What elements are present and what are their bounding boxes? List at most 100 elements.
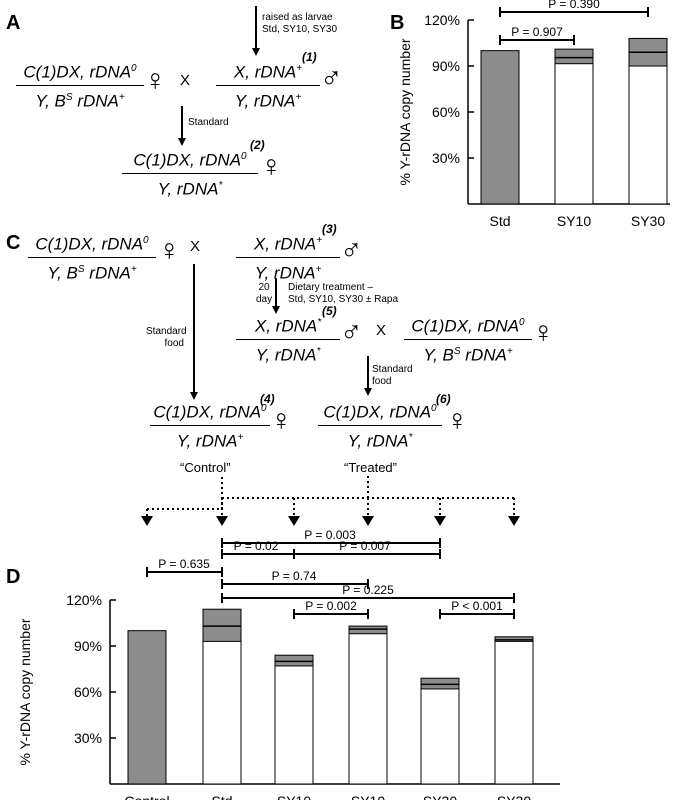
genotype-c-female-parent: C(1)DX, rDNA0 Y, BS rDNA+	[28, 230, 156, 284]
comparison-p-value: P = 0.225	[342, 583, 394, 597]
error-band	[202, 608, 242, 642]
error-band	[274, 654, 314, 667]
x-tick-label: SY30	[423, 793, 457, 800]
y-axis-label: % Y-rDNA copy number	[17, 618, 33, 765]
dotted-arrowhead	[288, 516, 300, 526]
cross-symbol: X	[190, 238, 201, 255]
y-tick-label: 30%	[74, 730, 102, 746]
x-tick-label: Std	[211, 793, 232, 800]
y-axis-label: % Y-rDNA copy number	[397, 38, 413, 185]
genotype-index: (1)	[302, 50, 317, 64]
y-tick-label: 60%	[74, 684, 102, 700]
genotype-denominator: Y, rDNA*	[347, 431, 413, 451]
dotted-arrowhead	[434, 516, 446, 526]
genotype-index: (3)	[322, 222, 337, 236]
genotype-a-male-parent: X, rDNA+ Y, rDNA+	[216, 58, 320, 112]
genotype-numerator: C(1)DX, rDNA0	[323, 402, 437, 422]
male-symbol-icon: ♂	[320, 62, 343, 95]
genotype-denominator: Y, BS rDNA+	[47, 263, 137, 283]
genotype-a-offspring: C(1)DX, rDNA0 Y, rDNA*	[122, 146, 258, 200]
female-symbol-icon: ♀	[158, 234, 181, 267]
comparison-p-value: P = 0.002	[305, 599, 357, 613]
genotype-numerator: C(1)DX, rDNA0	[153, 402, 267, 422]
diet-days-label: 20 day	[256, 282, 273, 305]
y-tick-label: 90%	[432, 58, 460, 74]
cross-arrow-label: Standard	[188, 117, 229, 128]
x-tick-label: SY10	[351, 793, 385, 800]
genotype-c-treated-offspring: C(1)DX, rDNA0 Y, rDNA*	[318, 398, 442, 452]
dotted-arrowhead	[508, 516, 520, 526]
genotype-a-female-parent: C(1)DX, rDNA0 Y, BS rDNA+	[16, 58, 144, 112]
panel-label-a: A	[6, 12, 21, 34]
comparison-p-value: P = 0.907	[511, 25, 563, 39]
female-symbol-icon: ♀	[446, 404, 469, 437]
genotype-divider	[404, 338, 532, 340]
genotype-index: (5)	[322, 304, 337, 318]
genotype-divider	[28, 256, 156, 258]
comparison-p-value: P = 0.635	[158, 557, 210, 571]
x-tick-label: Std	[489, 213, 510, 228]
panel-label-b: B	[390, 12, 405, 34]
genotype-divider	[318, 424, 442, 426]
genotype-denominator: Y, BS rDNA+	[35, 91, 125, 111]
flow-arrows	[141, 6, 520, 526]
genotype-divider	[122, 172, 258, 174]
genotype-denominator: Y, rDNA*	[157, 179, 223, 199]
genotype-numerator: C(1)DX, rDNA0	[23, 62, 137, 82]
x-tick-label: SY30	[497, 793, 531, 800]
bar	[494, 639, 534, 785]
genotype-denominator: Y, rDNA*	[255, 345, 321, 365]
bar	[127, 630, 167, 785]
treated-food-label: Standard food	[372, 364, 413, 387]
genotype-divider	[150, 424, 270, 426]
bar	[202, 625, 242, 785]
genotype-index: (4)	[260, 392, 275, 406]
genotype-divider	[236, 256, 340, 258]
genotype-denominator: Y, rDNA+	[254, 263, 322, 283]
genotype-c-male-parent: X, rDNA+ Y, rDNA+	[236, 230, 340, 284]
comparison-p-value: P = 0.02	[234, 539, 279, 553]
genotype-numerator: C(1)DX, rDNA0	[411, 316, 525, 336]
error-band	[420, 677, 460, 690]
cross-symbol: X	[180, 72, 191, 89]
control-food-label: Standard food	[146, 326, 187, 349]
male-symbol-icon: ♂	[340, 316, 363, 349]
x-tick-label: SY10	[277, 793, 311, 800]
x-tick-label: Control	[124, 793, 169, 800]
bar	[554, 57, 594, 205]
genotype-numerator: C(1)DX, rDNA0	[35, 234, 149, 254]
x-tick-label: SY30	[631, 213, 665, 228]
male-treatment-note: raised as larvae Std, SY10, SY30	[262, 12, 338, 35]
genotype-divider	[236, 338, 340, 340]
bar	[348, 628, 388, 785]
treated-group-label: “Treated”	[344, 460, 397, 475]
error-band	[348, 625, 388, 635]
error-band	[554, 48, 594, 65]
control-dotted-branch	[147, 476, 223, 510]
panel-label-d: D	[6, 566, 21, 588]
genotype-numerator: X, rDNA+	[233, 62, 303, 82]
x-tick-label: SY10	[557, 213, 591, 228]
dotted-arrowhead	[362, 516, 374, 526]
female-symbol-icon: ♀	[270, 404, 293, 437]
comparison-p-value: P = 0.74	[272, 569, 317, 583]
error-band	[494, 636, 534, 642]
genotype-numerator: C(1)DX, rDNA0	[133, 150, 247, 170]
y-tick-label: 120%	[424, 12, 460, 28]
cross-symbol: X	[376, 322, 387, 339]
genotype-c-control-offspring: C(1)DX, rDNA0 Y, rDNA+	[150, 398, 270, 452]
comparison-p-value: P = 0.003	[304, 528, 356, 542]
female-symbol-icon: ♀	[532, 316, 555, 349]
genotype-denominator: Y, rDNA+	[176, 431, 244, 451]
male-symbol-icon: ♂	[340, 234, 363, 267]
y-tick-label: 60%	[432, 104, 460, 120]
y-tick-label: 120%	[66, 592, 102, 608]
y-tick-label: 90%	[74, 638, 102, 654]
genotype-divider	[16, 84, 144, 86]
comparison-p-value: P = 0.390	[548, 0, 600, 11]
genotype-index: (6)	[436, 392, 451, 406]
genotype-divider	[216, 84, 320, 86]
chart-b: % Y-rDNA copy number 30% 60% 90% 120% Std SY10…	[397, 0, 670, 228]
diet-treatment-note: Dietary treatment – Std, SY10, SY30 ± Ra…	[288, 282, 398, 305]
bar	[420, 683, 460, 785]
